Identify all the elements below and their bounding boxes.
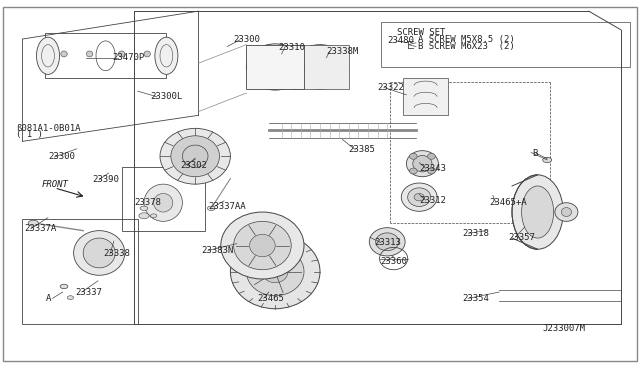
Text: 23310: 23310 <box>278 43 305 52</box>
Text: SCREW SET: SCREW SET <box>397 28 445 37</box>
Ellipse shape <box>304 52 336 82</box>
Text: 23338M: 23338M <box>326 47 358 56</box>
Text: 23465: 23465 <box>257 294 284 303</box>
Text: B: B <box>532 149 538 158</box>
Text: 23343: 23343 <box>419 164 446 173</box>
Bar <box>122 167 205 231</box>
Bar <box>291 45 349 89</box>
Text: 23300L: 23300L <box>150 92 182 101</box>
Ellipse shape <box>410 153 417 159</box>
Text: 23480: 23480 <box>387 36 414 45</box>
Text: 23390: 23390 <box>93 175 120 184</box>
Text: 23318: 23318 <box>462 229 489 238</box>
Ellipse shape <box>230 234 320 309</box>
Text: 23465+A: 23465+A <box>490 198 527 207</box>
Bar <box>22 219 138 324</box>
Ellipse shape <box>414 193 424 201</box>
Text: J233007M: J233007M <box>543 324 586 333</box>
Ellipse shape <box>118 51 125 57</box>
Ellipse shape <box>522 186 554 238</box>
Text: A SCREW M5X8.5 (2): A SCREW M5X8.5 (2) <box>418 35 515 44</box>
Text: 23313: 23313 <box>374 238 401 247</box>
Ellipse shape <box>144 184 182 221</box>
Ellipse shape <box>36 37 60 74</box>
Bar <box>381 22 630 67</box>
Ellipse shape <box>401 183 437 211</box>
Ellipse shape <box>140 206 148 211</box>
Ellipse shape <box>408 188 431 206</box>
Text: 23337: 23337 <box>76 288 102 296</box>
Text: 23378: 23378 <box>134 198 161 207</box>
Ellipse shape <box>182 145 208 167</box>
Text: 23360: 23360 <box>380 257 407 266</box>
Ellipse shape <box>413 155 432 172</box>
Ellipse shape <box>60 284 68 289</box>
Ellipse shape <box>428 153 435 159</box>
Bar <box>45 33 166 78</box>
Ellipse shape <box>154 193 173 212</box>
Text: 23383N: 23383N <box>202 246 234 255</box>
Ellipse shape <box>144 51 150 57</box>
Text: ( 1 ): ( 1 ) <box>16 130 43 139</box>
Text: 23354: 23354 <box>462 294 489 303</box>
Ellipse shape <box>406 151 438 177</box>
Text: 23357: 23357 <box>509 233 536 242</box>
Ellipse shape <box>83 238 115 268</box>
Ellipse shape <box>512 175 563 249</box>
Ellipse shape <box>428 168 435 174</box>
Text: 23302: 23302 <box>180 161 207 170</box>
Text: 23338: 23338 <box>104 249 131 258</box>
Text: 23385: 23385 <box>349 145 376 154</box>
Text: FRONT: FRONT <box>42 180 68 189</box>
Ellipse shape <box>86 51 93 57</box>
Ellipse shape <box>376 233 399 251</box>
Ellipse shape <box>171 136 220 177</box>
Ellipse shape <box>250 234 275 257</box>
Text: 23312: 23312 <box>419 196 446 205</box>
Text: 23337AA: 23337AA <box>208 202 246 211</box>
Text: 23337A: 23337A <box>24 224 56 233</box>
Ellipse shape <box>28 220 38 226</box>
Ellipse shape <box>234 221 291 270</box>
Ellipse shape <box>150 214 157 218</box>
Text: A: A <box>46 294 51 303</box>
Ellipse shape <box>67 296 74 299</box>
Ellipse shape <box>262 260 288 283</box>
Ellipse shape <box>246 247 304 296</box>
Ellipse shape <box>221 212 304 279</box>
Ellipse shape <box>369 228 405 256</box>
Ellipse shape <box>561 208 572 217</box>
Ellipse shape <box>291 45 349 89</box>
Ellipse shape <box>160 128 230 184</box>
Ellipse shape <box>410 168 417 174</box>
Text: ß081A1-0B01A: ß081A1-0B01A <box>16 124 81 133</box>
Bar <box>403 78 448 115</box>
Text: B SCREW M6X23  (2): B SCREW M6X23 (2) <box>418 42 515 51</box>
Ellipse shape <box>543 157 552 163</box>
Ellipse shape <box>61 51 67 57</box>
Bar <box>246 45 304 89</box>
Ellipse shape <box>155 37 178 74</box>
Ellipse shape <box>74 231 125 275</box>
Text: 23300: 23300 <box>48 153 75 161</box>
Text: 23300: 23300 <box>234 35 260 44</box>
Ellipse shape <box>207 206 215 211</box>
Text: 23470P: 23470P <box>112 53 144 62</box>
Text: 23322: 23322 <box>378 83 404 92</box>
Ellipse shape <box>555 203 578 221</box>
Ellipse shape <box>139 213 149 219</box>
